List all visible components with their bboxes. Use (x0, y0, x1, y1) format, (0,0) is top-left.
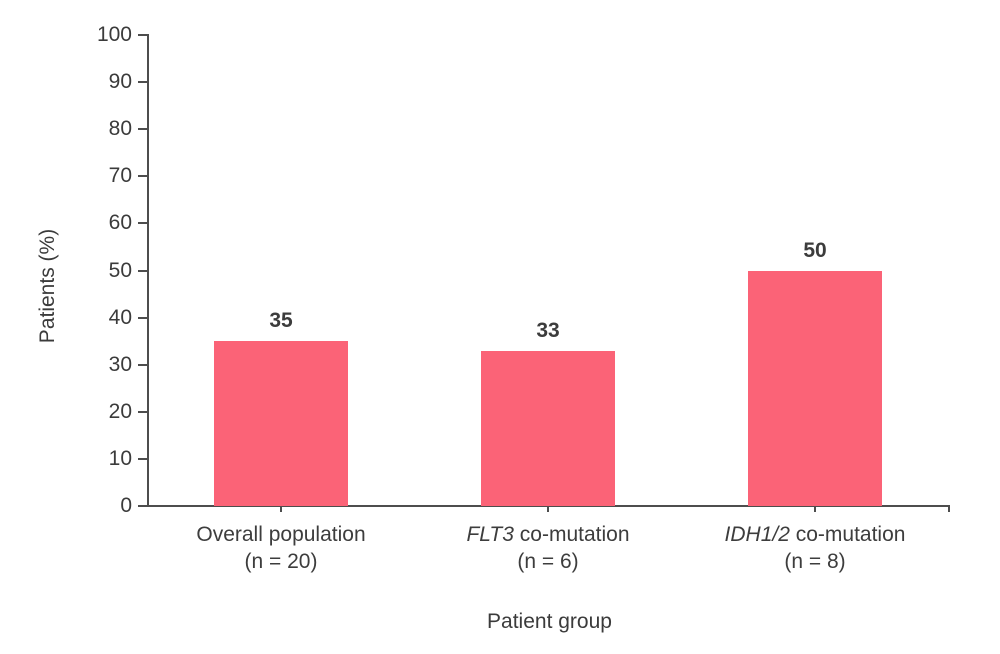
category-n-label: (n = 6) (517, 550, 579, 573)
y-axis-tick-label: 10 (108, 446, 132, 470)
y-axis-tick (138, 81, 148, 84)
y-axis-tick-label: 0 (120, 494, 132, 517)
y-axis-tick-label: 80 (108, 117, 132, 141)
category-label: Overall population (151, 521, 411, 548)
category-label-text: Overall population (196, 523, 366, 546)
y-axis-title: Patients (%) (36, 228, 59, 344)
y-axis-tick (138, 363, 148, 366)
category-label-text: co-mutation (789, 523, 906, 546)
category-n-label: (n = 8) (784, 550, 846, 573)
category-label: FLT3 co-mutation (418, 521, 678, 548)
bar-flt3-co-mutation (481, 350, 615, 506)
category-n-label: (n = 20) (244, 550, 318, 573)
x-axis-title: Patient group (487, 610, 612, 633)
y-axis-tick-label: 100 (96, 23, 132, 46)
y-axis-tick (138, 128, 148, 131)
y-axis-tick-label: 60 (108, 211, 132, 235)
bar-overall-population (214, 341, 348, 506)
category-label: IDH1/2 co-mutation (685, 521, 945, 548)
y-axis-tick-label: 90 (108, 70, 132, 94)
x-axis-end-tick (948, 505, 950, 512)
bar-idh1-2-co-mutation (748, 270, 882, 506)
y-axis-tick (138, 457, 148, 460)
bar-value-label: 33 (536, 318, 560, 342)
y-axis-tick (138, 34, 148, 36)
category-label-italic: IDH1/2 (724, 523, 790, 546)
y-axis-tick (138, 222, 148, 225)
y-axis-tick-label: 40 (108, 305, 132, 329)
category-label-text: co-mutation (513, 523, 630, 546)
y-axis-tick-label: 50 (108, 258, 132, 282)
y-axis-tick-label: 70 (108, 164, 132, 188)
y-axis-tick (138, 269, 148, 272)
y-axis-line (147, 34, 149, 507)
bar-group-overall-population: 35 Overall population (n = 20) (171, 0, 391, 654)
x-axis-tick (280, 506, 282, 512)
y-axis-tick (138, 316, 148, 319)
y-axis-tick-label: 30 (108, 352, 132, 376)
x-axis-tick (814, 506, 816, 512)
bar-value-label: 35 (269, 309, 293, 333)
bar-group-idh1-2-co-mutation: 50 IDH1/2 co-mutation (n = 8) (705, 0, 925, 654)
y-axis-tick (138, 175, 148, 178)
y-axis-tick (138, 505, 148, 507)
y-axis-tick (138, 410, 148, 413)
category-label-italic: FLT3 (466, 523, 514, 546)
bar-value-label: 50 (803, 238, 827, 262)
bar-group-flt3-co-mutation: 33 FLT3 co-mutation (n = 6) (438, 0, 658, 654)
y-axis-tick-label: 20 (108, 399, 132, 423)
x-axis-tick (547, 506, 549, 512)
